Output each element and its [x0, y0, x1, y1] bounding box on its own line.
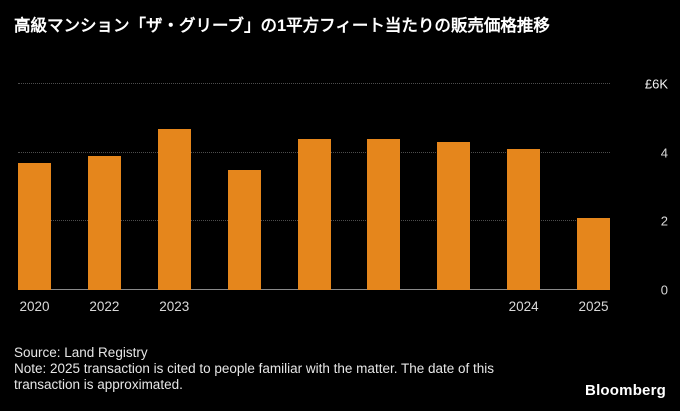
x-tick-label: 2020	[19, 299, 50, 314]
source-text: Source: Land Registry	[14, 345, 148, 360]
bar-column: 2024	[507, 84, 541, 314]
x-tick-label: 2024	[508, 299, 539, 314]
bar-column	[227, 84, 261, 290]
x-tick-label: 2023	[159, 299, 190, 314]
bar	[507, 149, 541, 290]
bar-column	[437, 84, 471, 290]
y-tick-label: 4	[660, 145, 668, 161]
bar-column: 2023	[157, 84, 191, 314]
bar	[437, 142, 471, 290]
gridline	[18, 83, 610, 84]
bar-column	[367, 84, 401, 290]
bar	[18, 162, 51, 290]
bar	[367, 138, 401, 290]
bar	[87, 156, 121, 290]
bar	[577, 217, 610, 290]
bar	[227, 169, 261, 290]
y-axis: 0 2 4 £6K	[616, 77, 668, 298]
x-tick-label: 2025	[578, 299, 609, 314]
bar	[297, 138, 331, 290]
chart-footer: Source: Land Registry Note: 2025 transac…	[14, 345, 560, 393]
bar-column: 2020	[18, 84, 51, 314]
bar-column: 2022	[87, 84, 121, 314]
chart-title: 高級マンション「ザ・グリーブ」の1平方フィート当たりの販売価格推移	[14, 17, 550, 35]
bar-column: 2025	[577, 84, 610, 314]
y-tick-label: 2	[660, 213, 668, 229]
x-tick-label: 2022	[89, 299, 120, 314]
bar-column	[297, 84, 331, 290]
plot-area: 2020 2022 2023 2024 2025	[18, 83, 610, 314]
y-tick-label: 0	[660, 282, 668, 298]
bar	[157, 128, 191, 290]
y-tick-label: £6K	[644, 76, 668, 92]
note-text: Note: 2025 transaction is cited to peopl…	[14, 361, 495, 392]
bars-group: 2020 2022 2023 2024 2025	[18, 84, 610, 314]
bloomberg-logo: Bloomberg	[585, 382, 666, 399]
